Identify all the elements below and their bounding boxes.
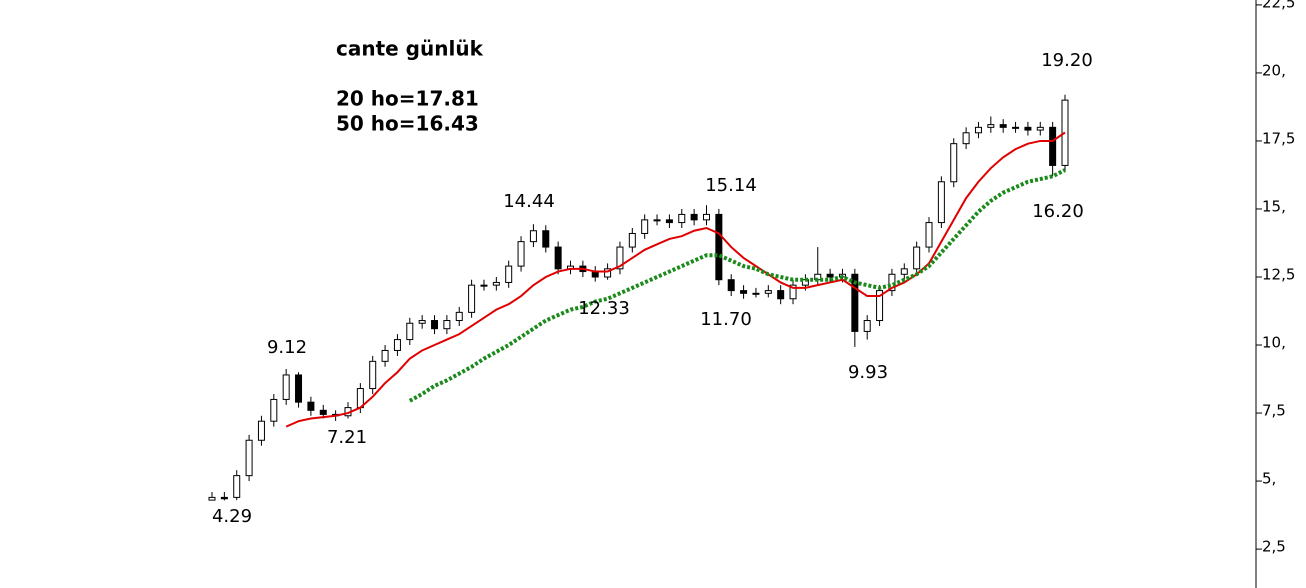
chart-title: cante günlük — [336, 37, 484, 61]
candle-body — [542, 230, 550, 248]
legend-entry: 20 ho=17.81 — [336, 87, 479, 111]
candle-body — [468, 284, 476, 313]
moving-average — [285, 131, 1066, 428]
candle-body — [937, 181, 945, 224]
candle-body — [517, 241, 525, 267]
candle-body — [826, 273, 834, 278]
y-tick-label: 5, — [1262, 470, 1276, 488]
legend-entry: 50 ho=16.43 — [336, 112, 479, 136]
candle-body — [418, 320, 426, 324]
price-annotation: 16.20 — [1032, 201, 1084, 222]
price-annotation: 11.70 — [700, 309, 752, 330]
candle-body — [233, 475, 241, 498]
candle-body — [1024, 126, 1032, 131]
y-tick-label: 2,5 — [1262, 538, 1286, 556]
price-annotation: 15.14 — [705, 175, 757, 196]
candle-body — [443, 320, 451, 330]
candle-body — [950, 143, 958, 183]
y-tick-label: 20, — [1262, 61, 1286, 79]
candle-body — [295, 374, 303, 403]
price-annotation: 9.12 — [267, 337, 307, 358]
y-tick-label: 17,5 — [1262, 129, 1295, 147]
price-annotation: 12.33 — [578, 298, 630, 319]
candle-body — [245, 439, 253, 477]
candle-body — [604, 268, 612, 278]
candle-body — [740, 290, 748, 294]
candle-body — [727, 279, 735, 292]
candle-body — [616, 246, 624, 270]
candle-body — [974, 126, 982, 134]
candle-body — [641, 219, 649, 234]
price-annotation: 14.44 — [503, 191, 555, 212]
candle-body — [480, 284, 488, 287]
candle-body — [282, 374, 290, 400]
candle-body — [777, 290, 785, 300]
price-annotation: 4.29 — [212, 506, 252, 527]
candle-body — [220, 496, 228, 500]
y-tick-label: 7,5 — [1262, 402, 1286, 420]
candle-body — [529, 230, 537, 243]
candle-body — [628, 232, 636, 248]
candle-body — [678, 213, 686, 224]
candle-body — [925, 222, 933, 248]
candle-body — [900, 268, 908, 275]
candle-body — [431, 320, 439, 330]
candle-body — [1036, 126, 1044, 131]
candle-body — [876, 290, 884, 322]
candle-body — [406, 322, 414, 341]
candle-body — [208, 496, 216, 501]
candle-body — [999, 124, 1007, 128]
candle-body — [665, 219, 673, 224]
candle-body — [715, 213, 723, 281]
candle-body — [987, 124, 995, 128]
y-tick-label: 22,5 — [1262, 0, 1295, 11]
candle-body — [962, 132, 970, 145]
candle-body — [851, 273, 859, 332]
candle-body — [505, 265, 513, 283]
candle-body — [381, 349, 389, 362]
y-tick-label: 10, — [1262, 334, 1286, 352]
candle-body — [369, 360, 377, 390]
price-annotation: 19.20 — [1041, 50, 1093, 71]
candle-body — [913, 246, 921, 270]
candle-body — [257, 420, 265, 441]
moving-average — [408, 168, 1066, 403]
candle-body — [752, 292, 760, 295]
price-annotation: 9.93 — [848, 362, 888, 383]
candle-body — [863, 320, 871, 332]
candle-body — [307, 401, 315, 411]
candle-body — [1012, 126, 1020, 129]
candle-body — [653, 219, 661, 222]
candle-body — [690, 213, 698, 221]
y-tick-label: 15, — [1262, 197, 1286, 215]
y-tick-label: 12,5 — [1262, 265, 1295, 283]
candle-body — [702, 213, 710, 221]
price-annotation: 7.21 — [327, 427, 367, 448]
candle-body — [492, 281, 500, 286]
candle-body — [764, 290, 772, 294]
candle-body — [393, 339, 401, 351]
candle-body — [789, 284, 797, 300]
candle-body — [270, 398, 278, 422]
candle-body — [455, 311, 463, 322]
candle-body — [319, 409, 327, 415]
candle-body — [1049, 126, 1057, 166]
candle-body — [554, 246, 562, 270]
